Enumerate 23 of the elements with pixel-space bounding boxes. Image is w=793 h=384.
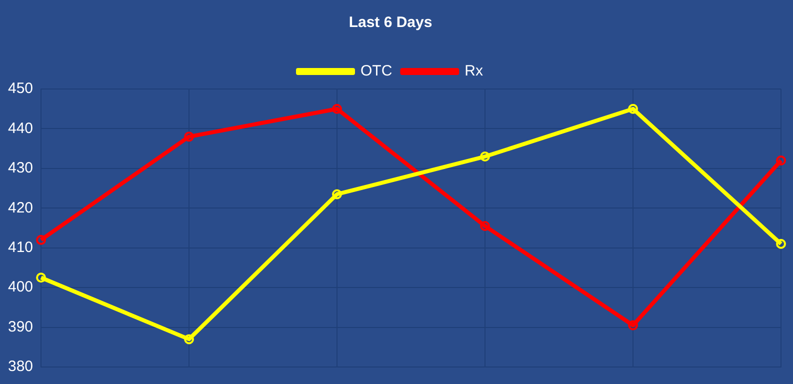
point (776, 155, 786, 166)
legend-label: OTC (360, 62, 392, 80)
y-tick-label: 420 (8, 199, 34, 216)
y-tick-label: 450 (8, 80, 34, 98)
point (480, 152, 490, 162)
y-tick-label: 380 (8, 358, 34, 376)
point (36, 272, 46, 283)
point (332, 104, 342, 114)
y-tick-label: 400 (8, 278, 34, 296)
y-tick-label: 390 (8, 318, 34, 336)
point (480, 221, 490, 232)
point (184, 132, 194, 142)
point (628, 104, 638, 114)
legend-label: Rx (464, 62, 484, 80)
y-tick-label: 430 (8, 160, 34, 177)
point (628, 320, 638, 330)
y-tick-label: 440 (8, 120, 34, 137)
point (332, 189, 342, 200)
chart-title: Last 6 Days (348, 14, 432, 32)
y-tick-label: 410 (8, 239, 34, 256)
point (184, 334, 194, 344)
point (36, 234, 46, 245)
point (776, 238, 786, 249)
